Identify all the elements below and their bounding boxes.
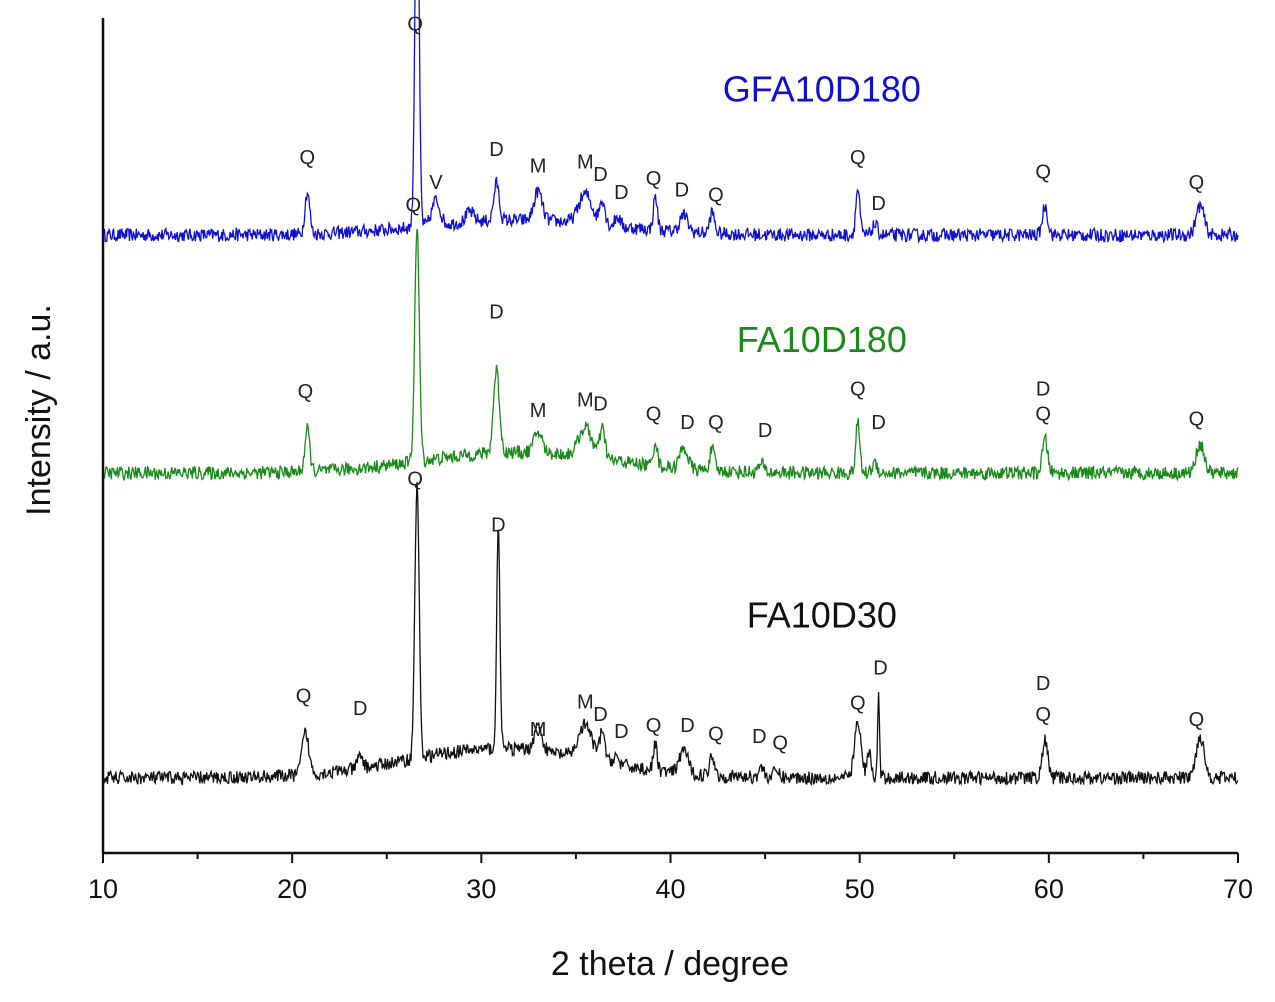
y-axis-title: Intensity / a.u. — [20, 304, 58, 516]
peak-label: D — [593, 704, 607, 726]
peak-label: D — [871, 193, 885, 215]
peak-label: Q — [708, 185, 724, 207]
peak-label: D — [593, 393, 607, 415]
peak-label: Q — [1035, 403, 1051, 425]
peak-label: D — [675, 180, 689, 202]
peak-label: M — [530, 400, 547, 422]
peak-label: Q — [646, 168, 662, 190]
x-tick-label: 50 — [845, 874, 875, 904]
peak-label: Q — [407, 469, 423, 491]
peak-label: Q — [708, 723, 724, 745]
peak-label: V — [429, 172, 443, 194]
peak-label: D — [593, 164, 607, 186]
x-axis-title: 2 theta / degree — [551, 945, 789, 983]
series-trace-fa10d30 — [102, 481, 1239, 787]
peak-label: D — [758, 420, 772, 442]
peak-label: Q — [850, 147, 866, 169]
peak-label: D — [1036, 378, 1050, 400]
peak-label: M — [530, 155, 547, 177]
x-tick-label: 10 — [88, 874, 118, 904]
x-ticks: 10 20 30 40 50 60 70 — [88, 853, 1253, 904]
series-name-label: FA10D180 — [737, 319, 907, 360]
x-tick-label: 20 — [277, 874, 307, 904]
series-labels: GFA10D180 FA10D180 FA10D30 — [723, 69, 921, 636]
peak-label: Q — [850, 378, 866, 400]
peak-label: Q — [296, 686, 312, 708]
peak-label: M — [530, 719, 547, 741]
peak-label: D — [1036, 673, 1050, 695]
x-tick-label: 60 — [1034, 874, 1064, 904]
series-name-label: FA10D30 — [747, 595, 897, 636]
peak-label: D — [873, 657, 887, 679]
peak-label: Q — [300, 147, 316, 169]
peak-label: D — [680, 412, 694, 434]
peak-label: D — [353, 698, 367, 720]
peak-label: D — [752, 726, 766, 748]
x-tick-label: 40 — [655, 874, 685, 904]
peak-label: Q — [407, 14, 423, 36]
peak-label: D — [871, 412, 885, 434]
series-trace-gfa10d180 — [102, 0, 1239, 244]
peak-label: Q — [405, 195, 421, 217]
peak-label: Q — [1189, 172, 1205, 194]
peak-label: M — [577, 692, 594, 714]
peak-label: D — [614, 182, 628, 204]
peak-label: M — [577, 389, 594, 411]
peak-label: D — [680, 715, 694, 737]
peak-label: Q — [646, 715, 662, 737]
peak-label: D — [489, 302, 503, 324]
series-name-label: GFA10D180 — [723, 69, 921, 110]
x-tick-label: 70 — [1223, 874, 1253, 904]
plot-traces — [102, 0, 1239, 787]
series-trace-fa10d180 — [102, 228, 1239, 482]
x-tick-label: 30 — [466, 874, 496, 904]
peak-label: Q — [772, 732, 788, 754]
peak-label: Q — [1035, 704, 1051, 726]
peak-label: Q — [1189, 408, 1205, 430]
peak-label: M — [577, 151, 594, 173]
peak-label: Q — [1035, 161, 1051, 183]
peak-label: Q — [708, 412, 724, 434]
peak-label: D — [491, 515, 505, 537]
peak-label: D — [614, 721, 628, 743]
peak-label: Q — [646, 403, 662, 425]
peak-label: Q — [850, 692, 866, 714]
peak-label: D — [489, 139, 503, 161]
peak-label: Q — [1189, 709, 1205, 731]
peak-label: Q — [298, 381, 314, 403]
axes — [101, 18, 1238, 855]
